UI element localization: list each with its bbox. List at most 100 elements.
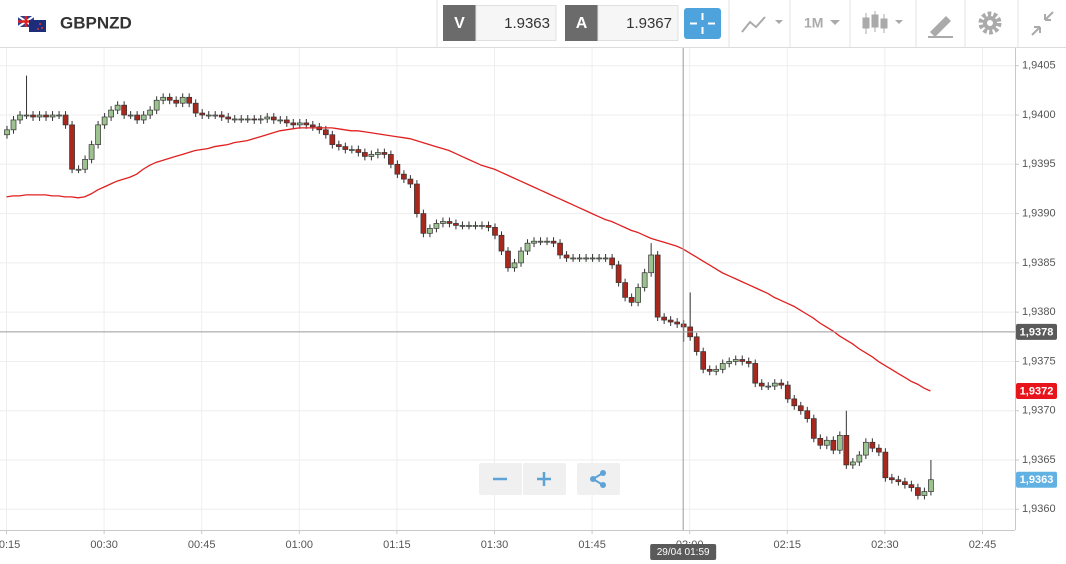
candle-body-down xyxy=(889,477,895,481)
candle-body-up xyxy=(726,361,733,364)
ask-tag xyxy=(565,5,598,41)
candle-body-down xyxy=(784,384,791,400)
chart-type-button[interactable] xyxy=(741,16,783,33)
candle-body-up xyxy=(101,116,108,126)
candle-body-down xyxy=(876,447,882,453)
candle-body-up xyxy=(4,129,10,136)
candle-body-up xyxy=(257,118,264,121)
candle-body-down xyxy=(557,242,563,256)
candle-body-down xyxy=(225,116,232,120)
price-marker-tag xyxy=(1016,383,1057,400)
symbol: GBPNZD xyxy=(60,13,132,32)
candle-body-up xyxy=(244,118,251,121)
candle-body-down xyxy=(362,152,368,157)
candle-body-up xyxy=(518,250,524,264)
candle-body-down xyxy=(192,102,199,114)
candle-body-down xyxy=(30,114,36,118)
candle-body-down xyxy=(830,439,837,451)
candle-body-up xyxy=(823,439,830,446)
crosshair-time-label: 29/04 01:59 xyxy=(657,547,710,558)
candle-style-button[interactable] xyxy=(862,11,903,34)
candle-body-up xyxy=(713,368,720,372)
candle-body-down xyxy=(401,173,407,180)
x-tick-label: 00:15 xyxy=(0,539,20,551)
timeframe-button[interactable]: 1M xyxy=(804,15,840,31)
x-tick-label: 01:45 xyxy=(578,539,606,551)
candle-body-down xyxy=(394,163,401,175)
candle-body-up xyxy=(375,152,381,155)
candle-body-up xyxy=(849,461,856,466)
candle-body-up xyxy=(511,262,518,269)
bid-price: 1.9363 xyxy=(504,15,550,32)
candle-body-up xyxy=(179,96,186,104)
candle-body-up xyxy=(36,114,43,118)
y-tick-label: 1,9370 xyxy=(1022,405,1056,417)
candle-body-down xyxy=(628,297,635,303)
candle-body-up xyxy=(264,116,271,120)
bid-tag xyxy=(443,5,476,41)
candle-body-down xyxy=(388,154,394,165)
collapse-button[interactable] xyxy=(1031,11,1054,36)
zoom-out-button[interactable] xyxy=(479,463,522,495)
zoom-controls xyxy=(479,463,620,495)
candle-body-up xyxy=(537,240,544,243)
candle-body-up xyxy=(205,114,212,117)
overlay: 1,9378 29/04 01:59 1,9372 1,9363 xyxy=(0,48,1057,560)
candle-body-down xyxy=(69,124,75,170)
candle-body-up xyxy=(433,223,440,229)
candle-body-down xyxy=(745,361,752,364)
candle-body-down xyxy=(290,122,297,126)
ask-letter: A xyxy=(576,15,588,32)
candle-body-up xyxy=(75,168,82,171)
header: GBPNZD V 1.9363 A 1.9367 1M xyxy=(0,0,1066,48)
x-tick-label: 02:30 xyxy=(871,539,899,551)
crosshair-time-tag xyxy=(650,544,717,560)
x-tick-label: 01:15 xyxy=(383,539,411,551)
candle-body-up xyxy=(648,254,654,274)
x-tick-label: 01:30 xyxy=(481,539,509,551)
candle-body-up xyxy=(531,240,537,244)
candle-body-up xyxy=(56,114,62,117)
candle-body-down xyxy=(882,451,889,479)
y-tick-label: 1,9360 xyxy=(1022,503,1056,515)
candle-body-down xyxy=(283,119,290,124)
candle-body-down xyxy=(453,223,459,226)
candle-body-up xyxy=(114,104,121,111)
draw-button[interactable] xyxy=(928,16,953,38)
candle-body-up xyxy=(836,435,843,451)
candle-body-down xyxy=(700,351,707,370)
candle-body-down xyxy=(186,96,193,104)
zoom-in-button[interactable] xyxy=(523,463,566,495)
candle-body-down xyxy=(446,221,453,224)
crosshair-button[interactable] xyxy=(684,8,721,39)
candle-body-down xyxy=(309,124,316,128)
candle-body-up xyxy=(570,257,576,260)
candle-body-down xyxy=(420,213,427,234)
candle-body-up xyxy=(765,385,772,388)
x-tick-label: 00:45 xyxy=(188,539,216,551)
candle-body-down xyxy=(615,264,622,283)
candle-body-up xyxy=(440,221,446,224)
settings-button[interactable] xyxy=(978,11,1002,35)
crosshair-price-tag xyxy=(1016,323,1057,340)
candle-body-up xyxy=(277,119,284,122)
candle-body-down xyxy=(804,410,811,419)
candle-body-up xyxy=(732,359,739,362)
candle-body-down xyxy=(810,418,817,439)
candle-body-up xyxy=(231,118,238,121)
y-tick-label: 1,9365 xyxy=(1022,454,1056,466)
bid-box[interactable]: V 1.9363 xyxy=(443,5,557,41)
candle-body-down xyxy=(121,104,127,116)
share-button[interactable] xyxy=(577,463,620,495)
candle-body-down xyxy=(381,152,388,155)
candle-body-up xyxy=(863,441,869,456)
price-marker-label: 1,9363 xyxy=(1020,474,1054,486)
ask-box[interactable]: A 1.9367 xyxy=(565,5,679,41)
y-tick-label: 1,9390 xyxy=(1022,208,1056,220)
candle-body-down xyxy=(498,234,505,252)
candle-body-up xyxy=(147,109,153,116)
candle-body-down xyxy=(797,405,804,412)
candle-body-up xyxy=(368,154,375,157)
candle-body-down xyxy=(134,114,140,121)
candle-body-up xyxy=(719,363,726,370)
